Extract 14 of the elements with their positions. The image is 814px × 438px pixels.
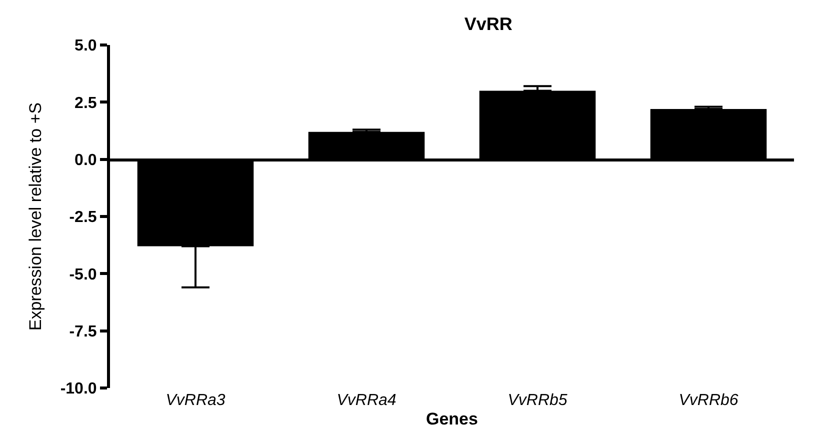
y-tick-label: 2.5 [74,94,97,112]
y-tick-label: 5.0 [74,38,97,55]
y-axis-title: Expression level relative to +S [26,102,45,331]
y-tick-label: -5.0 [69,266,97,284]
y-tick-label: -7.5 [69,323,97,340]
y-tick-label: -10.0 [60,380,97,398]
y-tick-label: 0.0 [74,152,97,169]
x-axis-title: Genes [426,409,478,428]
x-tick-label: VvRRb6 [678,392,738,409]
y-tick-label: -2.5 [69,209,97,226]
x-tick-label: VvRRa3 [166,392,226,409]
x-tick-label: VvRRa4 [336,392,396,409]
x-tick-label: VvRRb5 [508,392,568,409]
chart-title: VvRR [464,14,512,34]
